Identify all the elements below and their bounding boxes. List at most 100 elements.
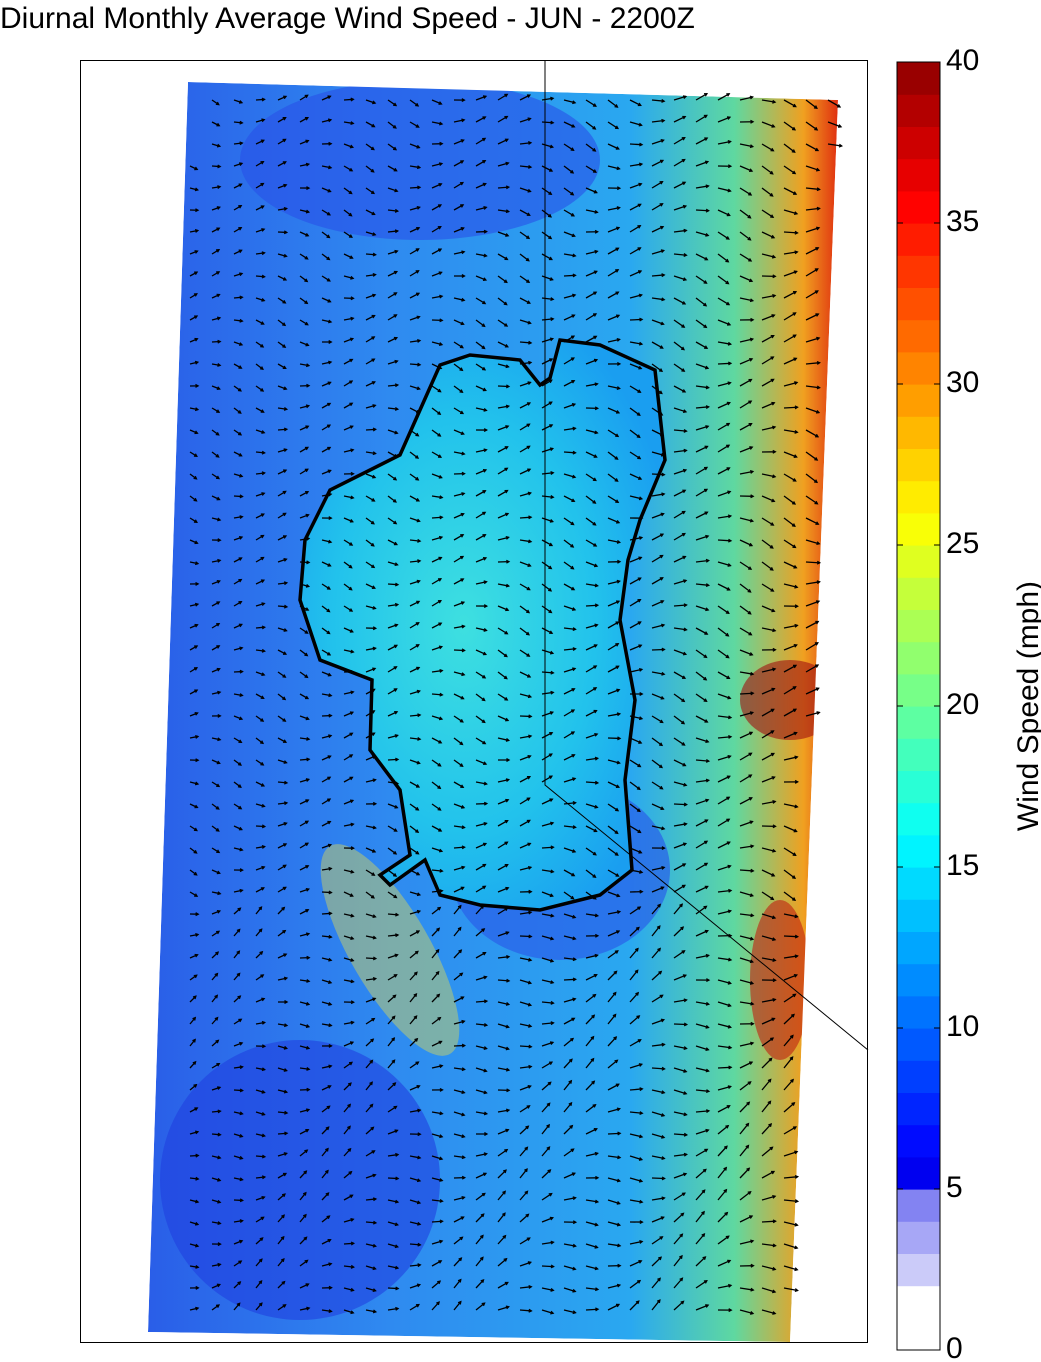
arrow-head (616, 539, 622, 544)
wind-arrow (497, 1023, 509, 1028)
wind-arrow (299, 979, 310, 982)
wind-arrow (431, 1177, 443, 1182)
arrow-head (527, 468, 532, 473)
wind-arrow (783, 231, 798, 234)
arrow-head (415, 1303, 420, 1308)
arrow-head (284, 1131, 289, 1136)
arrow-head (705, 208, 710, 213)
arrow-head (550, 1287, 555, 1292)
arrow-head (371, 564, 376, 569)
arrow-head (482, 95, 488, 99)
wind-arrow (321, 187, 331, 193)
arrow-head (770, 896, 775, 901)
arrow-head (282, 718, 287, 722)
arrow-head (526, 797, 531, 802)
arrow-head (305, 1001, 311, 1006)
arrow-head (328, 1262, 333, 1267)
arrow-head (658, 1256, 663, 1261)
arrow-head (659, 994, 664, 999)
wind-arrow (233, 578, 242, 585)
wind-arrow (277, 671, 286, 678)
arrow-head (194, 360, 200, 365)
arrow-head (414, 1037, 419, 1042)
wind-arrow (387, 994, 397, 1003)
wind-arrow (409, 186, 421, 189)
arrow-head (701, 1210, 705, 1215)
arrow-head (572, 450, 577, 455)
arrow-head (261, 1133, 266, 1138)
arrow-head (726, 841, 731, 845)
arrow-head (194, 953, 199, 958)
arrow-head (216, 667, 221, 672)
arrow-head (794, 604, 799, 609)
arrow-head (482, 160, 487, 164)
field-blob (320, 844, 460, 1056)
wind-arrow (607, 1284, 621, 1289)
arrow-head (305, 1045, 311, 1050)
wind-arrow (497, 162, 509, 167)
wind-arrow (651, 577, 664, 585)
wind-arrow (431, 645, 443, 651)
arrow-head (549, 1216, 555, 1221)
arrow-head (372, 914, 377, 919)
arrow-head (748, 423, 753, 427)
wind-arrow (431, 495, 443, 499)
wind-arrow (211, 951, 219, 959)
wind-arrow (277, 930, 286, 937)
wind-arrow (431, 906, 441, 915)
wind-arrow (343, 449, 354, 453)
arrow-head (480, 1279, 485, 1283)
arrow-head (370, 190, 376, 195)
wind-arrow (211, 994, 218, 1003)
arrow-head (570, 147, 575, 151)
wind-arrow (585, 1287, 599, 1291)
arrow-head (460, 886, 465, 891)
arrow-head (767, 1100, 772, 1105)
colorbar-step (897, 351, 940, 385)
arrow-head (371, 1150, 376, 1154)
arrow-head (283, 1089, 289, 1094)
wind-arrow (189, 1221, 199, 1226)
arrow-head (683, 1172, 688, 1177)
arrow-head (526, 819, 531, 824)
wind-arrow (409, 1304, 420, 1311)
arrow-head (528, 360, 533, 365)
wind-arrow (497, 231, 509, 237)
arrow-head (459, 367, 464, 372)
wind-arrow (519, 231, 530, 239)
arrow-head (591, 1014, 596, 1019)
wind-arrow (783, 1014, 795, 1025)
arrow-head (728, 538, 733, 543)
wind-arrow (497, 1258, 507, 1267)
wind-arrow (695, 319, 707, 328)
arrow-head (814, 500, 819, 505)
wind-arrow (783, 1102, 795, 1113)
wind-arrow (497, 649, 508, 658)
wind-arrow (651, 1111, 665, 1117)
wind-arrow (585, 709, 597, 717)
wind-arrow (409, 910, 421, 915)
arrow-head (350, 913, 355, 918)
wind-arrow (387, 803, 398, 809)
wind-arrow (629, 668, 643, 673)
arrow-head (283, 230, 289, 235)
wind-arrow (695, 425, 709, 431)
arrow-head (638, 1178, 644, 1183)
wind-arrow (541, 583, 552, 592)
wind-arrow (453, 759, 464, 767)
arrow-head (438, 342, 444, 346)
arrow-head (525, 1125, 530, 1130)
arrow-head (660, 138, 665, 143)
arrow-head (217, 1109, 222, 1114)
wind-arrow (783, 429, 798, 433)
wind-arrow (673, 1300, 684, 1311)
wind-arrow (541, 379, 553, 387)
arrow-head (194, 804, 199, 809)
wind-arrow (277, 1172, 287, 1179)
colorbar-tick-label: 0 (946, 1332, 963, 1362)
arrow-head (505, 185, 511, 190)
wind-arrow (233, 693, 243, 697)
arrow-head (682, 863, 687, 867)
arrow-head (305, 404, 311, 409)
wind-arrow (409, 622, 420, 629)
